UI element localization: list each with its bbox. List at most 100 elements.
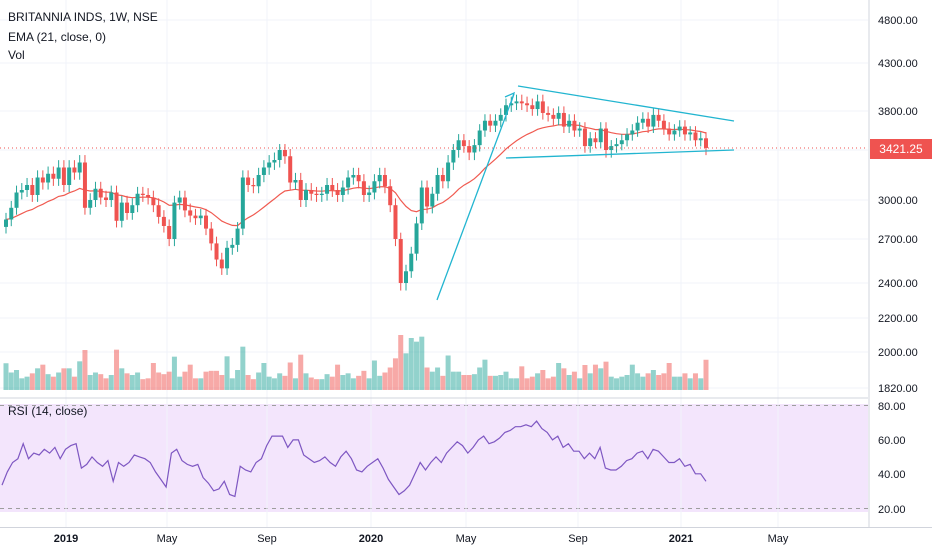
rsi-tick-label: 20.00: [878, 504, 906, 516]
candle-body: [219, 259, 224, 269]
volume-bar: [698, 378, 704, 390]
volume-bar: [150, 363, 156, 390]
candle-body: [704, 138, 708, 148]
candle-body: [214, 243, 219, 260]
candle-body: [109, 192, 114, 200]
candle-body: [367, 192, 372, 195]
candle-body: [204, 215, 208, 229]
volume-bar: [77, 361, 83, 390]
volume-bar: [361, 370, 367, 390]
price-tick-label: 2400.00: [878, 278, 918, 290]
candle-body: [509, 103, 514, 106]
candle-body: [377, 175, 382, 182]
candle-body: [651, 114, 656, 127]
volume-bar: [277, 373, 283, 390]
candle-body: [67, 167, 72, 185]
volume-bar: [40, 364, 46, 390]
volume-bar: [345, 373, 351, 390]
candle-body: [393, 205, 398, 239]
volume-bar: [35, 368, 41, 390]
candle-body: [688, 132, 693, 135]
candle-body: [251, 185, 256, 187]
volume-bar: [540, 370, 546, 390]
candle-body: [598, 128, 603, 143]
volume-bar: [687, 378, 693, 390]
volume-bar: [419, 336, 425, 390]
volume-bar: [414, 341, 420, 390]
candle-body: [540, 101, 545, 113]
ema-line: [5, 123, 707, 227]
volume-bar: [14, 370, 20, 390]
volume-bar: [645, 373, 651, 390]
candle-body: [151, 197, 156, 206]
price-tick-label: 1820.00: [878, 383, 918, 395]
candle-body: [546, 112, 551, 115]
candle-body: [40, 177, 45, 183]
candle-body: [193, 215, 198, 219]
candle-body: [177, 197, 182, 203]
volume-bar: [182, 371, 188, 390]
candle-body: [19, 190, 24, 193]
volume-bar: [187, 364, 193, 390]
volume-bar: [240, 346, 246, 390]
candle-body: [414, 223, 419, 254]
ema-legend: EMA (21, close, 0): [8, 30, 107, 44]
volume-bar: [45, 374, 51, 390]
candle-body: [398, 239, 403, 283]
candle-body: [140, 193, 145, 195]
price-tick-label: 3800.00: [878, 106, 918, 118]
candle-body: [225, 247, 230, 269]
candle-body: [698, 138, 703, 141]
volume-bar: [56, 372, 62, 390]
time-tick-label: May: [157, 533, 178, 545]
candle-body: [130, 205, 135, 213]
volume-bar: [450, 371, 456, 390]
candle-body: [404, 271, 408, 283]
volume-bar: [535, 373, 541, 390]
volume-bar: [245, 375, 251, 390]
volume-bar: [66, 368, 72, 390]
candle-body: [77, 162, 82, 173]
volume-bar: [114, 349, 120, 390]
volume-bar: [50, 376, 56, 390]
volume-bar: [666, 363, 672, 390]
candle-body: [88, 200, 93, 208]
volume-bar: [461, 375, 467, 390]
volume-bar: [587, 373, 593, 390]
candle-body: [35, 177, 40, 195]
volume-bar: [319, 379, 325, 390]
price-tick-label: 4300.00: [878, 58, 918, 70]
rsi-tick-label: 60.00: [878, 435, 906, 447]
candle-body: [104, 197, 108, 200]
volume-bar: [135, 372, 141, 390]
candle-body: [319, 193, 324, 195]
candle-body: [267, 162, 272, 168]
volume-bar: [224, 356, 230, 390]
volume-bar: [24, 376, 30, 390]
volume-bar: [629, 364, 635, 390]
candle-body: [425, 187, 430, 207]
candle-body: [514, 101, 519, 104]
rsi-panel: [0, 404, 868, 512]
volume-bar: [214, 370, 220, 390]
volume-bar: [171, 356, 177, 390]
volume-bar: [524, 378, 530, 390]
candle-body: [282, 150, 287, 157]
volume-bar: [445, 355, 451, 390]
volume-bar: [592, 364, 598, 390]
candle-body: [125, 202, 130, 213]
volume-bar: [550, 376, 556, 390]
rsi-line: [1, 420, 707, 498]
candle-body: [482, 120, 487, 131]
volume-bar: [208, 370, 214, 390]
candle-body: [172, 202, 177, 239]
candle-body: [256, 175, 261, 187]
candle-body: [630, 130, 635, 135]
volume-bar: [314, 379, 320, 390]
volume-bar: [608, 376, 614, 390]
candle-body: [351, 175, 356, 178]
volume-bar: [556, 363, 562, 390]
volume-bar: [377, 375, 383, 390]
volume-bar: [356, 375, 362, 390]
